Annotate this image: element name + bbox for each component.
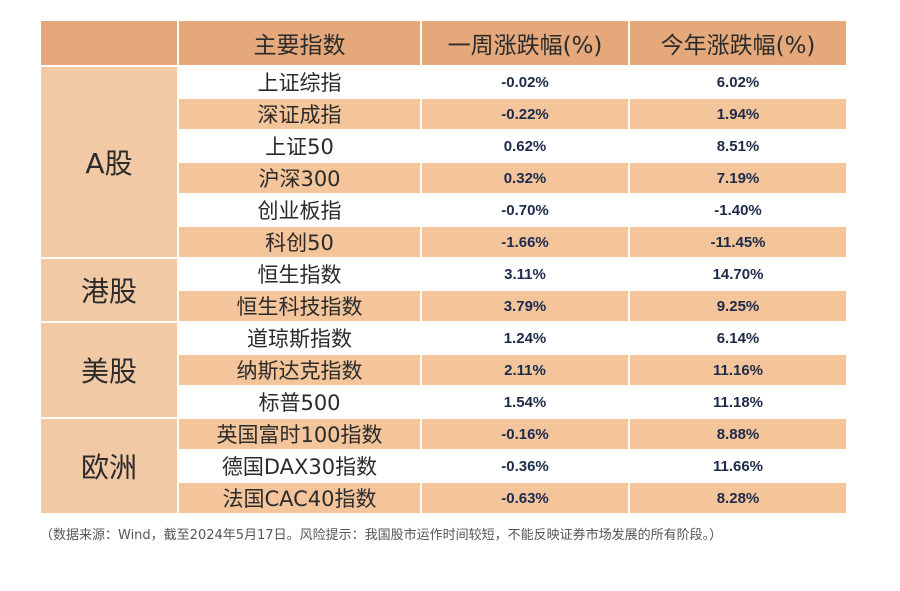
header-blank xyxy=(41,21,179,66)
ytd-change-cell: 8.28% xyxy=(629,481,846,513)
index-name-cell: 创业板指 xyxy=(178,193,422,226)
header-weekly-change: 一周涨跌幅(%) xyxy=(421,21,630,66)
table-row: 欧洲 英国富时100指数 -0.16% 8.88% xyxy=(41,417,846,513)
header-ytd-change: 今年涨跌幅(%) xyxy=(629,21,846,66)
market-group-label: 欧洲 xyxy=(41,417,179,513)
ytd-change-cell: -11.45% xyxy=(629,225,846,258)
index-name-cell: 恒生科技指数 xyxy=(178,289,422,322)
ytd-change-cell: -1.40% xyxy=(629,193,846,226)
index-performance-table: 主要指数 一周涨跌幅(%) 今年涨跌幅(%) A股 上证综指 -0.02% 6.02%… xyxy=(41,21,846,513)
index-name-cell: 上证50 xyxy=(178,129,422,162)
weekly-change-cell: -0.16% xyxy=(421,417,630,450)
index-name-cell: 标普500 xyxy=(178,385,422,418)
weekly-change-cell: -0.70% xyxy=(421,193,630,226)
index-name-cell: 英国富时100指数 xyxy=(178,417,422,450)
weekly-change-cell: 2.11% xyxy=(421,353,630,386)
weekly-change-cell: -0.02% xyxy=(421,65,630,98)
table-row: 科创50 -1.66% -11.45% xyxy=(41,225,846,258)
table-body: A股 上证综指 -0.02% 6.02% 深证成指 -0.22% 1.94% 上证50 0.62… xyxy=(41,65,846,513)
ytd-change-cell: 1.94% xyxy=(629,97,846,130)
index-name-cell: 法国CAC40指数 xyxy=(178,481,422,513)
weekly-change-cell: 0.32% xyxy=(421,161,630,194)
weekly-change-cell: -1.66% xyxy=(421,225,630,258)
table-row: A股 上证综指 -0.02% 6.02% xyxy=(41,65,846,258)
table-row: 法国CAC40指数 -0.63% 8.28% xyxy=(41,481,846,513)
table-row: 沪深300 0.32% 7.19% xyxy=(41,161,846,194)
index-name-cell: 道琼斯指数 xyxy=(178,321,422,354)
index-name-cell: 纳斯达克指数 xyxy=(178,353,422,386)
ytd-change-cell: 6.02% xyxy=(629,65,846,98)
market-group-label: A股 xyxy=(41,65,179,258)
index-name-cell: 德国DAX30指数 xyxy=(178,449,422,482)
weekly-change-cell: 1.24% xyxy=(421,321,630,354)
weekly-change-cell: 3.11% xyxy=(421,257,630,290)
index-name-cell: 沪深300 xyxy=(178,161,422,194)
table-row: 深证成指 -0.22% 1.94% xyxy=(41,97,846,130)
table-row: 标普500 1.54% 11.18% xyxy=(41,385,846,418)
weekly-change-cell: -0.36% xyxy=(421,449,630,482)
weekly-change-cell: 3.79% xyxy=(421,289,630,322)
header-index-name: 主要指数 xyxy=(178,21,422,66)
ytd-change-cell: 7.19% xyxy=(629,161,846,194)
ytd-change-cell: 11.16% xyxy=(629,353,846,386)
table-header-row: 主要指数 一周涨跌幅(%) 今年涨跌幅(%) xyxy=(41,21,846,66)
weekly-change-cell: 0.62% xyxy=(421,129,630,162)
table-row: 纳斯达克指数 2.11% 11.16% xyxy=(41,353,846,386)
ytd-change-cell: 9.25% xyxy=(629,289,846,322)
footnote: （数据来源：Wind，截至2024年5月17日。风险提示：我国股市运作时间较短，… xyxy=(40,528,723,543)
table-row: 创业板指 -0.70% -1.40% xyxy=(41,193,846,226)
market-group-label: 港股 xyxy=(41,257,179,322)
ytd-change-cell: 11.18% xyxy=(629,385,846,418)
market-group-label: 美股 xyxy=(41,321,179,418)
ytd-change-cell: 14.70% xyxy=(629,257,846,290)
index-name-cell: 恒生指数 xyxy=(178,257,422,290)
table-row: 港股 恒生指数 3.11% 14.70% xyxy=(41,257,846,322)
ytd-change-cell: 8.51% xyxy=(629,129,846,162)
ytd-change-cell: 6.14% xyxy=(629,321,846,354)
index-name-cell: 科创50 xyxy=(178,225,422,258)
index-name-cell: 深证成指 xyxy=(178,97,422,130)
table-row: 上证50 0.62% 8.51% xyxy=(41,129,846,162)
ytd-change-cell: 8.88% xyxy=(629,417,846,450)
weekly-change-cell: -0.22% xyxy=(421,97,630,130)
index-name-cell: 上证综指 xyxy=(178,65,422,98)
weekly-change-cell: -0.63% xyxy=(421,481,630,513)
table-row: 德国DAX30指数 -0.36% 11.66% xyxy=(41,449,846,482)
index-performance-table-image: 主要指数 一周涨跌幅(%) 今年涨跌幅(%) A股 上证综指 -0.02% 6.02%… xyxy=(41,21,846,513)
table-row: 恒生科技指数 3.79% 9.25% xyxy=(41,289,846,322)
table-row: 美股 道琼斯指数 1.24% 6.14% xyxy=(41,321,846,418)
ytd-change-cell: 11.66% xyxy=(629,449,846,482)
weekly-change-cell: 1.54% xyxy=(421,385,630,418)
